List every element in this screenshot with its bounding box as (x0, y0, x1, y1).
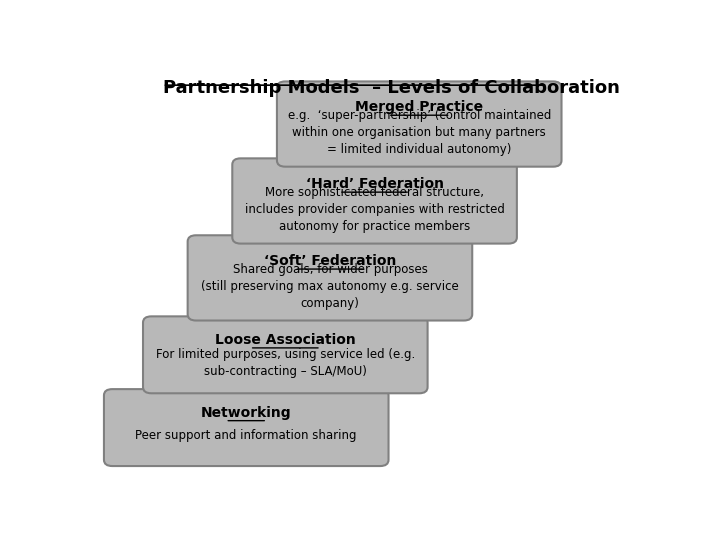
Text: Loose Association: Loose Association (215, 333, 356, 347)
FancyBboxPatch shape (104, 389, 389, 466)
Text: ‘Soft’ Federation: ‘Soft’ Federation (264, 254, 396, 268)
FancyBboxPatch shape (277, 82, 562, 167)
Text: e.g.  ‘super-partnership’ (control maintained
within one organisation but many p: e.g. ‘super-partnership’ (control mainta… (287, 109, 551, 156)
Text: Partnership Models  – Levels of Collaboration: Partnership Models – Levels of Collabora… (163, 79, 619, 97)
Text: More sophisticated federal structure,
includes provider companies with restricte: More sophisticated federal structure, in… (245, 186, 505, 233)
Text: Peer support and information sharing: Peer support and information sharing (135, 429, 357, 442)
Text: ‘Hard’ Federation: ‘Hard’ Federation (305, 177, 444, 191)
Text: For limited purposes, using service led (e.g.
sub-contracting – SLA/MoU): For limited purposes, using service led … (156, 348, 415, 377)
Text: Merged Practice: Merged Practice (355, 100, 483, 114)
Text: Shared goals, for wider purposes
(still preserving max autonomy e.g. service
com: Shared goals, for wider purposes (still … (201, 263, 459, 310)
FancyBboxPatch shape (233, 158, 517, 244)
FancyBboxPatch shape (188, 235, 472, 321)
FancyBboxPatch shape (143, 316, 428, 393)
Text: Networking: Networking (201, 406, 292, 420)
